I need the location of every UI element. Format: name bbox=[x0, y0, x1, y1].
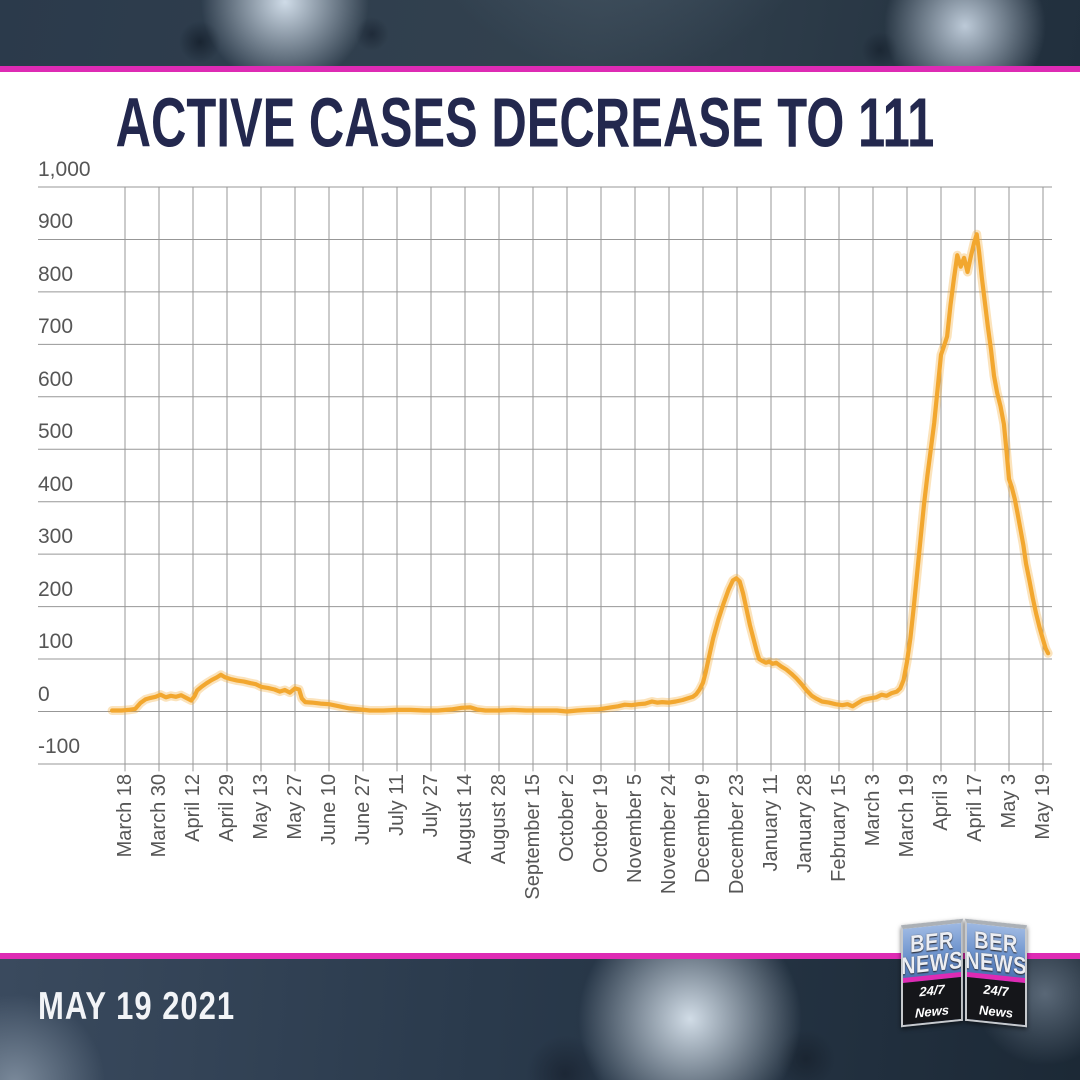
active-cases-line-glow bbox=[107, 229, 1053, 716]
logo-tagline: 24/7 News bbox=[967, 976, 1025, 1026]
accent-stripe-top bbox=[0, 66, 1080, 72]
virus-photo-bottom bbox=[0, 959, 1080, 1080]
date-label: MAY 19 2021 bbox=[38, 984, 236, 1028]
logo-tagline: 24/7 News bbox=[903, 976, 961, 1026]
virus-photo-top bbox=[0, 0, 1080, 66]
active-cases-line bbox=[110, 232, 1051, 714]
accent-stripe-bottom bbox=[0, 953, 1080, 959]
headline: ACTIVE CASES DECREASE TO 111 bbox=[115, 85, 935, 163]
bernews-logo: BER NEWS 24/7 News BER NEWS 24/7 News bbox=[901, 918, 1027, 1028]
logo-face-right: BER NEWS 24/7 News bbox=[965, 918, 1027, 1028]
chart-card bbox=[0, 72, 1080, 953]
logo-face-left: BER NEWS 24/7 News bbox=[901, 918, 963, 1028]
